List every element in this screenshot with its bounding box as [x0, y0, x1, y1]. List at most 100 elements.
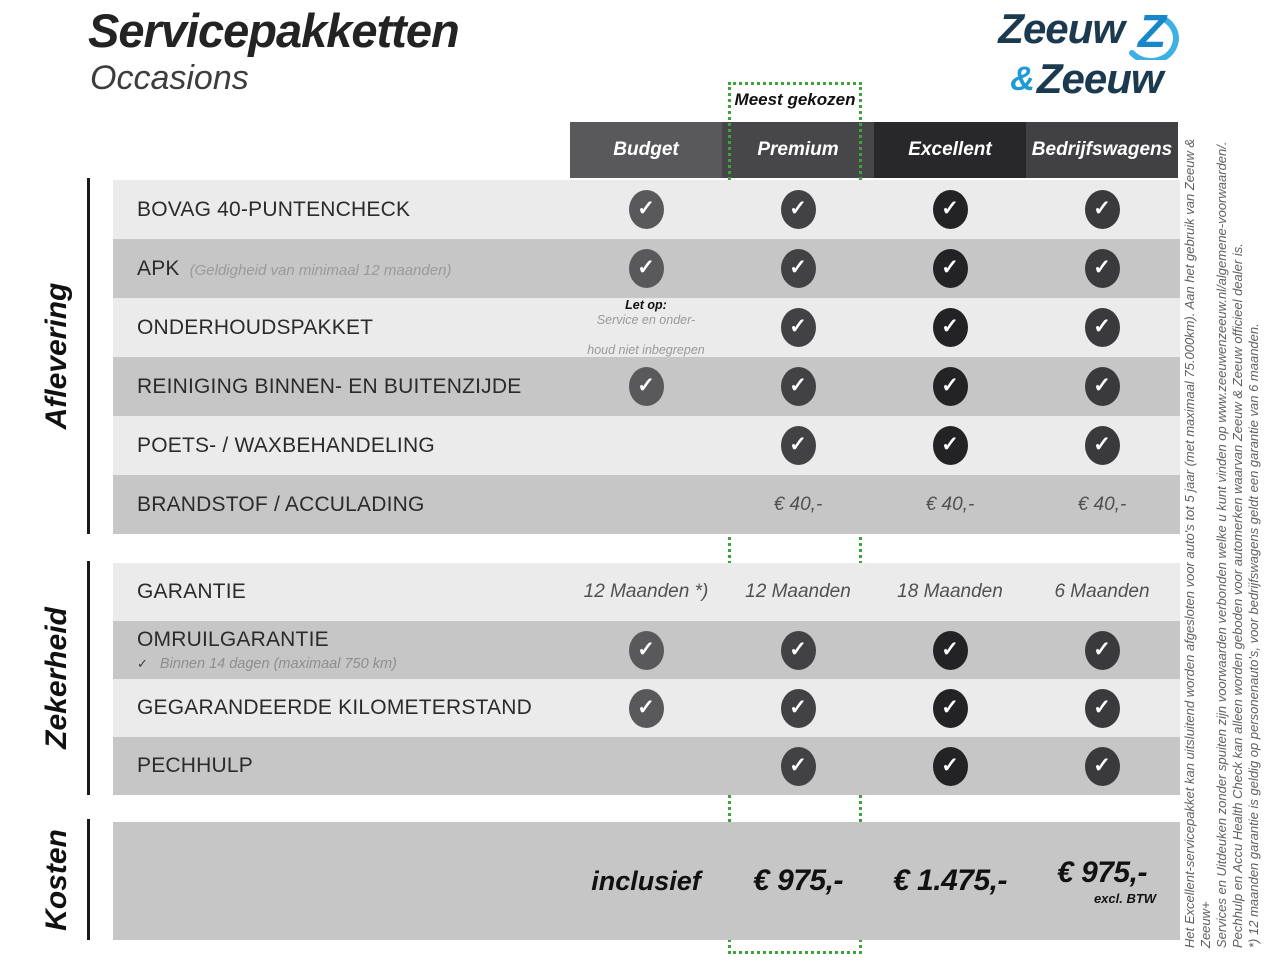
check-icon: ✓ — [628, 249, 664, 288]
row-label-text: OMRUILGARANTIE — [137, 628, 329, 651]
row-label: PECHHULP — [113, 737, 570, 795]
footnote-line: Pechhulp en Accu Health Check kan alleen… — [1230, 243, 1245, 948]
row-label-text: GARANTIE — [137, 580, 246, 603]
check-icon: ✓ — [780, 190, 816, 229]
table-row-pechhulp: PECHHULP ✓ ✓ ✓ — [113, 737, 1180, 795]
row-label: GEGARANDEERDE KILOMETERSTAND — [113, 679, 570, 737]
check-icon: ✓ — [628, 367, 664, 406]
table-cell: € 40,- — [773, 493, 823, 515]
table-cell: ✓ — [722, 621, 874, 679]
table-row-onderhoudspakket: ONDERHOUDSPAKKET Let op: Service en onde… — [113, 298, 1180, 357]
table-cell — [570, 737, 722, 795]
row-label: GARANTIE — [113, 563, 570, 621]
table-cell: ✓ — [722, 416, 874, 475]
table-cell: ✓ — [874, 357, 1026, 416]
section-label-zekerheid: Zekerheid — [40, 607, 73, 749]
table-cell: ✓ — [570, 621, 722, 679]
table-cell — [570, 475, 722, 534]
row-subnote: ✓ Binnen 14 dagen (maximaal 750 km) — [137, 656, 570, 672]
row-label: POETS- / WAXBEHANDELING — [113, 416, 570, 475]
table-cell: ✓ — [874, 180, 1026, 239]
check-icon: ✓ — [780, 426, 816, 465]
column-header-budget: Budget — [570, 122, 722, 178]
check-icon: ✓ — [780, 308, 816, 347]
check-icon: ✓ — [932, 426, 968, 465]
row-label-text: GEGARANDEERDE KILOMETERSTAND — [137, 696, 532, 719]
table-cell: ✓ — [1026, 239, 1178, 298]
row-label-text: BRANDSTOF / ACCULADING — [137, 492, 425, 516]
price-value-bedrijfswagens: € 975,- — [1057, 856, 1147, 889]
table-row-poets: POETS- / WAXBEHANDELING ✓ ✓ ✓ — [113, 416, 1180, 475]
check-icon: ✓ — [1084, 426, 1120, 465]
logo-ampersand: & — [1010, 60, 1035, 98]
check-icon: ✓ — [1084, 249, 1120, 288]
table-row-kosten: inclusief € 975,- € 1.475,- € 975,- excl… — [113, 822, 1180, 940]
row-label: ONDERHOUDSPAKKET — [113, 298, 570, 357]
title-block: Servicepakketten Occasions — [88, 4, 460, 98]
row-label: BOVAG 40-PUNTENCHECK — [113, 180, 570, 239]
footnote-line: Het Excellent-servicepakket kan uitsluit… — [1182, 138, 1213, 948]
check-icon: ✓ — [932, 190, 968, 229]
check-icon: ✓ — [780, 746, 816, 786]
zeeuw-zeeuw-logo: Zeeuw Z & Zeeuw — [998, 5, 1182, 100]
row-label: OMRUILGARANTIE ✓ Binnen 14 dagen (maxima… — [113, 621, 570, 679]
section-line-aflevering — [87, 178, 90, 534]
row-label: REINIGING BINNEN- EN BUITENZIJDE — [113, 357, 570, 416]
check-icon: ✓ — [780, 367, 816, 406]
table-cell — [570, 416, 722, 475]
check-icon: ✓ — [1084, 367, 1120, 406]
table-cell: ✓ — [874, 416, 1026, 475]
table-row-bovag: BOVAG 40-PUNTENCHECK ✓ ✓ ✓ ✓ — [113, 180, 1180, 239]
table-cell: ✓ — [722, 679, 874, 737]
table-cell: € 975,- excl. BTW — [1026, 822, 1178, 940]
table-cell: ✓ — [874, 239, 1026, 298]
page-subtitle: Occasions — [90, 59, 249, 98]
column-header-excellent: Excellent — [874, 122, 1026, 178]
legal-footnotes: Het Excellent-servicepakket kan uitsluit… — [1182, 126, 1262, 948]
row-label: BRANDSTOF / ACCULADING — [113, 475, 570, 534]
table-cell: ✓ — [570, 679, 722, 737]
table-cell: € 975,- — [722, 822, 874, 940]
table-cell: ✓ — [1026, 621, 1178, 679]
row-sublabel-text: (Geldigheid van minimaal 12 maanden) — [189, 261, 452, 279]
check-icon: ✓ — [932, 630, 968, 670]
check-icon: ✓ — [780, 630, 816, 670]
section-gap — [113, 795, 1180, 822]
check-icon: ✓ — [628, 688, 664, 728]
small-check-icon: ✓ — [137, 656, 148, 671]
table-cell: ✓ — [874, 621, 1026, 679]
svg-text:Z: Z — [1136, 5, 1168, 57]
most-chosen-badge: Meest gekozen — [734, 90, 856, 109]
table-cell: 6 Maanden — [1054, 581, 1150, 602]
section-line-kosten — [87, 819, 90, 940]
page-title: Servicepakketten — [88, 4, 460, 57]
table-cell: 18 Maanden — [897, 581, 1003, 602]
logo-word-1: Zeeuw — [998, 5, 1125, 52]
row-label-text: APK — [137, 256, 180, 280]
table-cell: ✓ — [1026, 416, 1178, 475]
row-label-text: PECHHULP — [137, 754, 253, 777]
table-cell: € 40,- — [1077, 493, 1127, 515]
table-cell: ✓ — [722, 737, 874, 795]
price-value-premium: € 975,- — [753, 864, 843, 897]
table-cell: ✓ — [570, 357, 722, 416]
table-cell: Let op: Service en onder-houd niet inbeg… — [587, 297, 705, 357]
table-row-omruilgarantie: OMRUILGARANTIE ✓ Binnen 14 dagen (maxima… — [113, 621, 1180, 679]
check-icon: ✓ — [1084, 630, 1120, 670]
table-cell: ✓ — [722, 239, 874, 298]
logo-line1: Zeeuw Z — [998, 5, 1182, 60]
table-cell: ✓ — [874, 679, 1026, 737]
check-icon: ✓ — [1084, 308, 1120, 347]
check-icon: ✓ — [932, 367, 968, 406]
check-icon: ✓ — [932, 688, 968, 728]
table-cell: ✓ — [722, 298, 874, 357]
table-row-apk: APK (Geldigheid van minimaal 12 maanden)… — [113, 239, 1180, 298]
table-cell: ✓ — [1026, 357, 1178, 416]
check-icon: ✓ — [1084, 190, 1120, 229]
table-cell: ✓ — [1026, 298, 1178, 357]
section-label-aflevering: Aflevering — [40, 282, 73, 430]
table-row-brandstof: BRANDSTOF / ACCULADING € 40,- € 40,- € 4… — [113, 475, 1180, 534]
z-swoosh-icon: Z — [1129, 5, 1180, 60]
table-cell: ✓ — [874, 737, 1026, 795]
table-cell: ✓ — [874, 298, 1026, 357]
